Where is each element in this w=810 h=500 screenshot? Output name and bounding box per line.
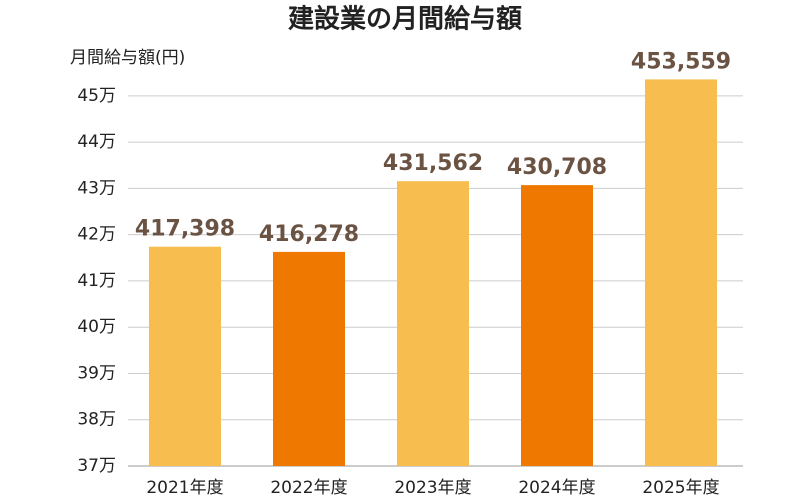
chart-title: 建設業の月間給与額 [288,4,522,35]
y-tick-label: 42万 [77,225,116,245]
x-tick-label: 2023年度 [394,478,471,498]
x-tick-label: 2021年度 [146,478,223,498]
y-tick-label: 40万 [77,317,116,337]
bar [645,79,717,466]
value-label: 453,559 [631,49,731,74]
y-axis-label: 月間給与額(円) [70,48,185,68]
x-tick-label: 2022年度 [270,478,347,498]
y-tick-label: 38万 [77,410,116,430]
value-label: 416,278 [259,222,359,247]
value-label: 430,708 [507,155,607,180]
y-tick-label: 44万 [77,132,116,152]
y-tick-label: 43万 [77,178,116,198]
value-label: 431,562 [383,151,483,176]
value-label: 417,398 [135,217,235,242]
bar [149,246,221,466]
y-tick-label: 39万 [77,363,116,383]
bar [273,251,345,466]
bar [521,185,593,466]
x-tick-label: 2024年度 [518,478,595,498]
bar [397,181,469,466]
x-tick-label: 2025年度 [642,478,719,498]
y-tick-label: 37万 [77,456,116,476]
y-tick-label: 41万 [77,271,116,291]
y-tick-label: 45万 [77,86,116,106]
